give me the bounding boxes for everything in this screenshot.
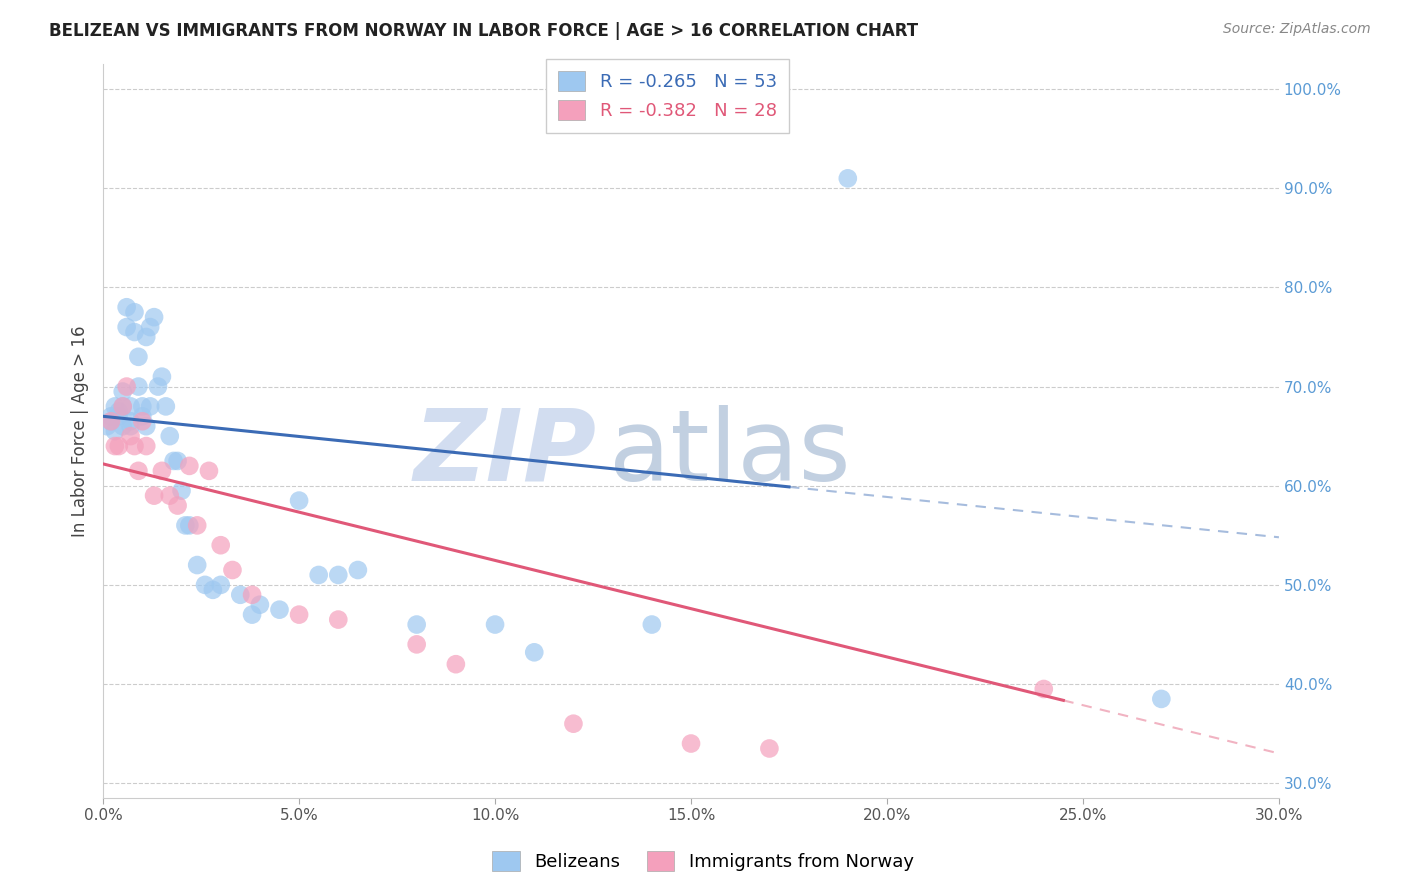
Point — [139, 400, 162, 414]
Point — [115, 379, 138, 393]
Point — [444, 657, 467, 672]
Point — [111, 400, 134, 414]
Point — [131, 400, 153, 414]
Point — [562, 716, 585, 731]
Point — [100, 414, 122, 428]
Point — [209, 578, 232, 592]
Text: atlas: atlas — [609, 405, 851, 501]
Point — [159, 489, 181, 503]
Point — [179, 518, 201, 533]
Point — [120, 400, 142, 414]
Point — [96, 419, 118, 434]
Point — [240, 607, 263, 622]
Point — [194, 578, 217, 592]
Point — [221, 563, 243, 577]
Point — [131, 414, 153, 428]
Point — [641, 617, 664, 632]
Point — [166, 499, 188, 513]
Point — [124, 325, 146, 339]
Point — [758, 741, 780, 756]
Legend: Belizeans, Immigrants from Norway: Belizeans, Immigrants from Norway — [485, 844, 921, 879]
Point — [143, 310, 166, 325]
Point — [107, 409, 129, 424]
Point — [405, 617, 427, 632]
Point — [405, 637, 427, 651]
Point — [159, 429, 181, 443]
Point — [107, 439, 129, 453]
Point — [1150, 692, 1173, 706]
Point — [679, 737, 702, 751]
Point — [288, 493, 311, 508]
Point — [124, 439, 146, 453]
Point — [107, 404, 129, 418]
Point — [104, 400, 127, 414]
Point — [143, 489, 166, 503]
Point — [198, 464, 221, 478]
Point — [100, 409, 122, 424]
Point — [135, 419, 157, 434]
Point — [186, 558, 208, 572]
Point — [174, 518, 197, 533]
Point — [269, 602, 291, 616]
Point — [115, 320, 138, 334]
Point — [120, 429, 142, 443]
Point — [166, 454, 188, 468]
Point — [523, 645, 546, 659]
Point — [100, 414, 122, 428]
Point — [163, 454, 186, 468]
Point — [229, 588, 252, 602]
Point — [308, 568, 330, 582]
Point — [179, 458, 201, 473]
Point — [249, 598, 271, 612]
Y-axis label: In Labor Force | Age > 16: In Labor Force | Age > 16 — [72, 326, 89, 537]
Point — [139, 320, 162, 334]
Point — [837, 171, 859, 186]
Point — [127, 379, 149, 393]
Point — [124, 305, 146, 319]
Point — [120, 414, 142, 428]
Point — [347, 563, 370, 577]
Point — [186, 518, 208, 533]
Point — [115, 300, 138, 314]
Point — [111, 384, 134, 399]
Point — [146, 379, 169, 393]
Point — [150, 464, 173, 478]
Text: Source: ZipAtlas.com: Source: ZipAtlas.com — [1223, 22, 1371, 37]
Point — [328, 613, 350, 627]
Point — [111, 419, 134, 434]
Point — [328, 568, 350, 582]
Point — [111, 400, 134, 414]
Point — [240, 588, 263, 602]
Point — [120, 419, 142, 434]
Legend: R = -0.265   N = 53, R = -0.382   N = 28: R = -0.265 N = 53, R = -0.382 N = 28 — [546, 59, 790, 133]
Point — [1032, 681, 1054, 696]
Point — [104, 424, 127, 438]
Text: ZIP: ZIP — [413, 405, 598, 501]
Point — [155, 400, 177, 414]
Point — [170, 483, 193, 498]
Point — [127, 464, 149, 478]
Point — [135, 330, 157, 344]
Point — [484, 617, 506, 632]
Point — [104, 439, 127, 453]
Point — [127, 350, 149, 364]
Text: BELIZEAN VS IMMIGRANTS FROM NORWAY IN LABOR FORCE | AGE > 16 CORRELATION CHART: BELIZEAN VS IMMIGRANTS FROM NORWAY IN LA… — [49, 22, 918, 40]
Point — [150, 369, 173, 384]
Point — [135, 439, 157, 453]
Point — [201, 582, 224, 597]
Point — [288, 607, 311, 622]
Point — [209, 538, 232, 552]
Point — [131, 409, 153, 424]
